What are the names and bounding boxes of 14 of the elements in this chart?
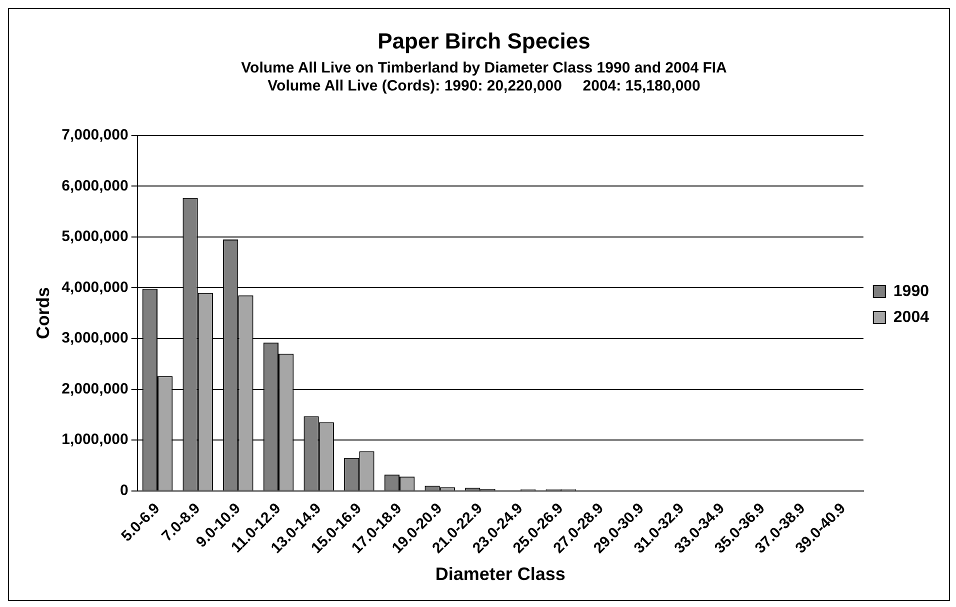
y-tick-label: 2,000,000 (62, 380, 128, 398)
legend-label: 1990 (893, 282, 930, 300)
y-tick-label: 7,000,000 (62, 126, 128, 144)
y-tick-label: 4,000,000 (62, 278, 128, 296)
y-tick-label: 6,000,000 (62, 177, 128, 194)
legend-label: 2004 (893, 308, 930, 326)
y-tick-label: 5,000,000 (62, 228, 128, 246)
y-tick-label: 0 (120, 482, 128, 499)
chart-subtitle: Volume All Live on Timberland by Diameter Class 1990 and 2004 FIA Volume All Live (Cords): 1990: 20,220,000 2004: 15,180,000 (241, 60, 728, 95)
y-axis-title: Cords (32, 287, 53, 340)
chart-title: Paper Birch Species (378, 28, 590, 54)
x-axis-title: Diameter Class (435, 564, 566, 584)
y-tick-label: 3,000,000 (62, 330, 128, 347)
y-tick-label: 1,000,000 (62, 431, 128, 448)
